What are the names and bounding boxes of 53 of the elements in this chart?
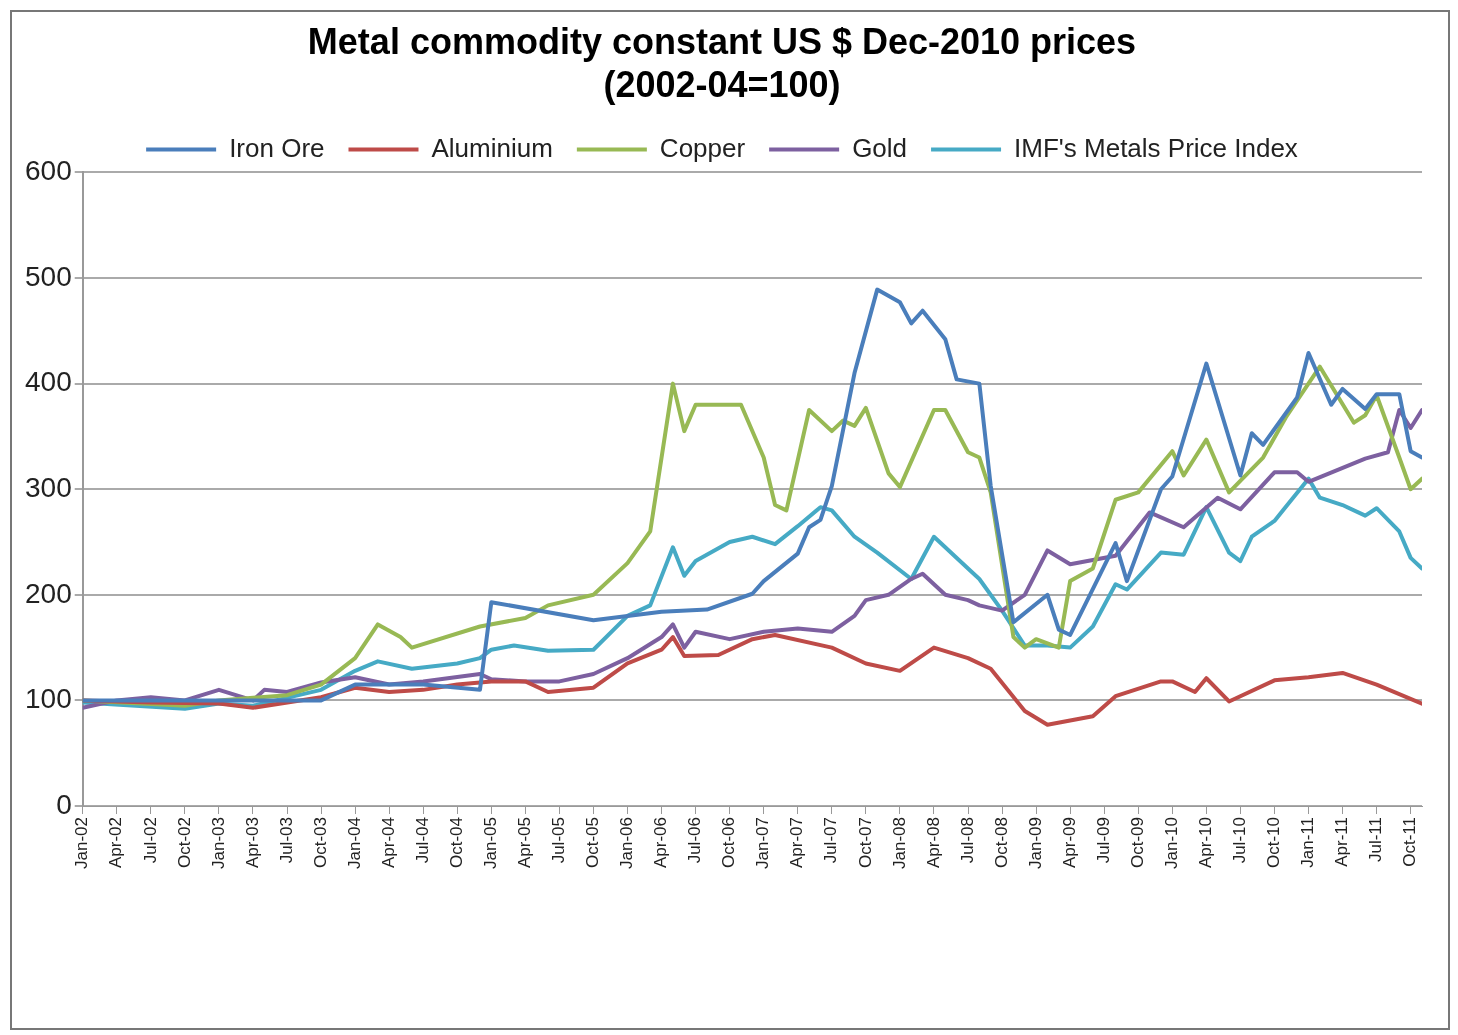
y-tick-label: 200 bbox=[25, 577, 72, 609]
x-tick-label: Jan-11 bbox=[1298, 817, 1318, 868]
x-tick-label: Apr-11 bbox=[1332, 817, 1352, 867]
x-tick-label: Jul-04 bbox=[412, 817, 432, 864]
x-tick-label: Jul-10 bbox=[1230, 817, 1250, 864]
y-tick-label: 500 bbox=[25, 260, 72, 292]
x-tick-label: Jan-09 bbox=[1025, 817, 1045, 869]
x-tick-label: Jan-06 bbox=[617, 817, 637, 869]
x-tick-label: Jan-08 bbox=[889, 817, 909, 869]
y-tick-label: 100 bbox=[25, 683, 72, 715]
x-tick-label: Jul-11 bbox=[1366, 817, 1386, 863]
x-tick-label: Jul-05 bbox=[549, 817, 569, 864]
x-tick-label: Oct-09 bbox=[1127, 817, 1147, 869]
legend-label: IMF's Metals Price Index bbox=[1014, 132, 1298, 163]
x-tick-label: Oct-04 bbox=[446, 817, 466, 869]
x-tick-label: Apr-04 bbox=[378, 817, 398, 869]
x-tick-label: Apr-09 bbox=[1059, 817, 1079, 869]
x-tick-label: Apr-07 bbox=[787, 817, 807, 869]
x-tick-label: Oct-03 bbox=[310, 817, 330, 869]
x-tick-label: Jan-03 bbox=[208, 817, 228, 869]
x-tick-label: Apr-06 bbox=[651, 817, 671, 869]
x-tick-label: Oct-06 bbox=[719, 817, 739, 869]
x-tick-label: Jul-06 bbox=[685, 817, 705, 864]
y-tick-label: 300 bbox=[25, 471, 72, 503]
x-tick-label: Apr-08 bbox=[923, 817, 943, 869]
x-tick-label: Jan-05 bbox=[481, 817, 500, 869]
x-tick-label: Jul-02 bbox=[140, 817, 160, 864]
legend-label: Aluminium bbox=[431, 132, 553, 163]
y-tick-label: 400 bbox=[25, 366, 72, 398]
x-tick-label: Apr-02 bbox=[106, 817, 126, 869]
legend-label: Gold bbox=[852, 132, 908, 163]
x-tick-label: Oct-05 bbox=[583, 817, 603, 869]
y-tick-label: 600 bbox=[25, 155, 72, 187]
x-tick-label: Jan-10 bbox=[1161, 817, 1181, 869]
x-tick-label: Jan-04 bbox=[344, 817, 364, 869]
x-tick-label: Jan-02 bbox=[72, 817, 92, 869]
legend-label: Iron Ore bbox=[229, 132, 325, 163]
x-tick-label: Oct-10 bbox=[1264, 817, 1284, 869]
y-tick-label: 0 bbox=[56, 788, 72, 820]
x-tick-label: Apr-10 bbox=[1196, 817, 1216, 869]
x-tick-label: Jul-08 bbox=[957, 817, 977, 864]
chart-title: Metal commodity constant US $ Dec-2010 prices (2002-04=100) bbox=[307, 20, 1137, 105]
x-tick-label: Jan-07 bbox=[753, 817, 773, 869]
legend-label: Copper bbox=[659, 132, 746, 163]
x-tick-label: Jul-09 bbox=[1093, 817, 1113, 864]
x-tick-label: Jul-03 bbox=[276, 817, 296, 864]
x-tick-label: Oct-11 bbox=[1400, 817, 1420, 867]
x-tick-label: Jul-07 bbox=[821, 817, 841, 864]
x-tick-label: Apr-05 bbox=[515, 817, 535, 869]
x-tick-label: Oct-07 bbox=[855, 817, 875, 869]
x-tick-label: Oct-08 bbox=[991, 817, 1011, 869]
x-tick-label: Oct-02 bbox=[174, 817, 194, 869]
x-tick-label: Apr-03 bbox=[242, 817, 262, 869]
